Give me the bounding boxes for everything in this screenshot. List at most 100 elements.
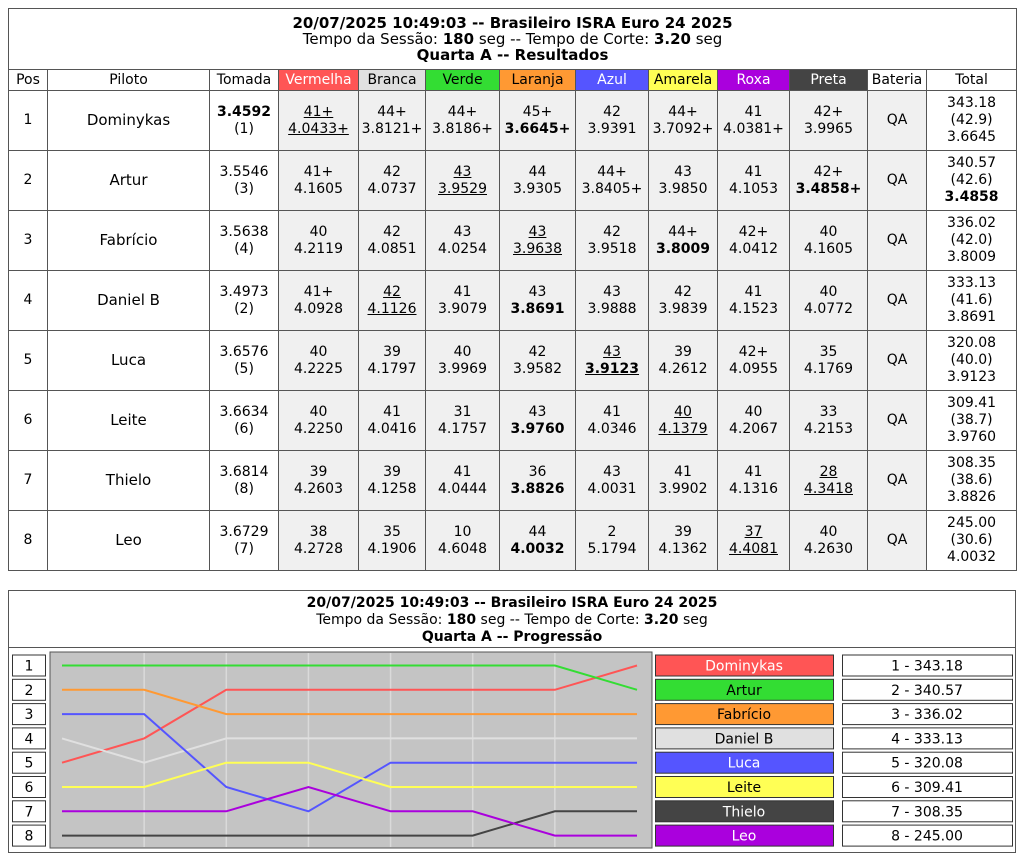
lane-result: 40 4.2250 xyxy=(278,390,359,451)
lane-laps: 41+ xyxy=(303,283,334,300)
subtitle-text: seg -- Tempo de Corte: xyxy=(474,30,654,48)
total-line: (42.6) xyxy=(950,172,993,188)
lane-result: 40 4.1379 xyxy=(648,390,718,451)
lane-time: 4.0444 xyxy=(438,480,487,497)
result-row: 5 Luca 3.6576 (5) 40 4.2225 39 4.1797 40 3.9969 42… xyxy=(8,330,1018,391)
position: 2 xyxy=(8,150,48,211)
standing-box xyxy=(842,703,1013,726)
legend-swatch xyxy=(655,727,834,750)
lane-laps: 40 xyxy=(744,403,763,420)
subtitle-part: seg xyxy=(679,612,708,628)
driver-name: Artur xyxy=(47,150,210,211)
legend-swatch xyxy=(655,751,834,774)
lane-time: 4.2153 xyxy=(804,420,853,437)
result-row: 8 Leo 3.6729 (7) 38 4.2728 35 4.1906 10 4.6048 44 4… xyxy=(8,510,1018,571)
lane-laps: 43 xyxy=(603,343,621,360)
lane-result: 42 3.9839 xyxy=(648,270,718,331)
lane-result: 40 4.1605 xyxy=(789,210,868,271)
lane-result: 43 3.9638 xyxy=(499,210,576,271)
lane-time: 4.4081 xyxy=(729,540,778,557)
total: 308.35 (38.6) 3.8826 xyxy=(925,450,1018,511)
legend-swatch xyxy=(655,824,834,847)
lane-laps: 40 xyxy=(453,343,472,360)
qualifying-time: 3.6576 xyxy=(219,343,269,360)
lane-result: 40 4.2067 xyxy=(717,390,790,451)
qualifying-time: 3.6814 xyxy=(219,463,269,480)
standing-box xyxy=(842,800,1013,823)
lane-result: 2 5.1794 xyxy=(575,510,649,571)
lane-result: 44+ 3.8405+ xyxy=(575,150,649,211)
column-header: Pos xyxy=(8,69,48,91)
lane-laps: 43 xyxy=(528,283,547,300)
total-line: (40.0) xyxy=(950,352,993,368)
heat: QA xyxy=(867,270,927,331)
lane-result: 40 4.2630 xyxy=(789,510,868,571)
driver-name: Dominykas xyxy=(47,90,210,151)
qualifying-rank: (5) xyxy=(234,360,254,377)
total-line: (38.6) xyxy=(950,472,993,488)
lane-result: 43 3.9888 xyxy=(575,270,649,331)
column-header: Bateria xyxy=(867,69,927,91)
lane-laps: 41 xyxy=(383,403,401,420)
lane-result: 44+ 3.8186+ xyxy=(425,90,500,151)
legend-label: Thielo xyxy=(722,804,765,820)
total-line: 320.08 xyxy=(947,335,997,351)
lane-result: 41 3.9079 xyxy=(425,270,500,331)
result-row: 7 Thielo 3.6814 (8) 39 4.2603 39 4.1258 41 4.0444… xyxy=(8,450,1018,511)
table-header: 20/07/2025 10:49:03 -- Brasileiro ISRA E… xyxy=(7,8,1018,70)
legend-swatch xyxy=(655,703,834,726)
chart-title: 20/07/2025 10:49:03 -- Brasileiro ISRA E… xyxy=(307,595,718,611)
lane-time: 4.2728 xyxy=(294,540,343,557)
lane-time: 3.9123 xyxy=(584,360,640,377)
lane-time: 3.8009 xyxy=(655,240,711,257)
y-tick-box xyxy=(12,800,46,823)
lane-time: 3.7092+ xyxy=(652,120,714,137)
series-line xyxy=(61,664,638,764)
result-row: 6 Leite 3.6634 (6) 40 4.2250 41 4.0416 31 4.1757 4… xyxy=(8,390,1018,451)
standing-label: 7 - 308.35 xyxy=(891,804,963,820)
lane-result: 43 4.0254 xyxy=(425,210,500,271)
qualifying-rank: (7) xyxy=(234,540,254,557)
total-line: (30.6) xyxy=(950,532,993,548)
total-line: 3.8691 xyxy=(947,309,997,325)
lane-result: 41 4.0416 xyxy=(358,390,426,451)
column-header-row: Pos Piloto Tomada Vermelha Branca Verde Laranj… xyxy=(8,69,1018,91)
y-tick-label: 3 xyxy=(25,707,34,723)
lane-result: 39 4.1797 xyxy=(358,330,426,391)
standing-box xyxy=(842,654,1013,677)
total-line: 340.57 xyxy=(947,155,997,171)
total-line: 4.0032 xyxy=(947,549,997,565)
total-line: 3.8009 xyxy=(947,249,997,265)
y-tick-box xyxy=(12,727,46,750)
lane-time: 4.2225 xyxy=(294,360,343,377)
lane-result: 39 4.2603 xyxy=(278,450,359,511)
legend-swatch xyxy=(655,678,834,701)
chart-heading: Quarta A -- Progressão xyxy=(422,629,603,645)
lane-result: 44+ 3.8121+ xyxy=(358,90,426,151)
lane-result: 42 4.0737 xyxy=(358,150,426,211)
lane-result: 42 4.1126 xyxy=(358,270,426,331)
lane-time: 4.0955 xyxy=(729,360,778,377)
standing-label: 5 - 320.08 xyxy=(891,756,963,772)
lane-laps: 42 xyxy=(528,343,547,360)
lane-laps: 41 xyxy=(453,463,472,480)
qualifying: 3.6729 (7) xyxy=(209,510,279,571)
qualifying-time: 3.5638 xyxy=(219,223,269,240)
lane-result: 10 4.6048 xyxy=(425,510,500,571)
lane-time: 3.9079 xyxy=(438,300,487,317)
lane-time: 3.9529 xyxy=(438,180,487,197)
column-header: Roxa xyxy=(717,69,790,91)
y-tick-label: 1 xyxy=(25,659,34,675)
lane-result: 41 4.0346 xyxy=(575,390,649,451)
subtitle-value: 180 xyxy=(442,30,475,48)
legend-swatch xyxy=(655,800,834,823)
lane-laps: 42+ xyxy=(738,343,769,360)
lane-time: 4.1053 xyxy=(729,180,778,197)
y-tick-label: 4 xyxy=(25,731,34,747)
total-line: (42.9) xyxy=(950,112,993,128)
lane-result: 39 4.1258 xyxy=(358,450,426,511)
lane-time: 4.2630 xyxy=(804,540,853,557)
lane-laps: 38 xyxy=(309,523,328,540)
lane-laps: 31 xyxy=(453,403,472,420)
total: 343.18 (42.9) 3.6645 xyxy=(925,90,1018,151)
